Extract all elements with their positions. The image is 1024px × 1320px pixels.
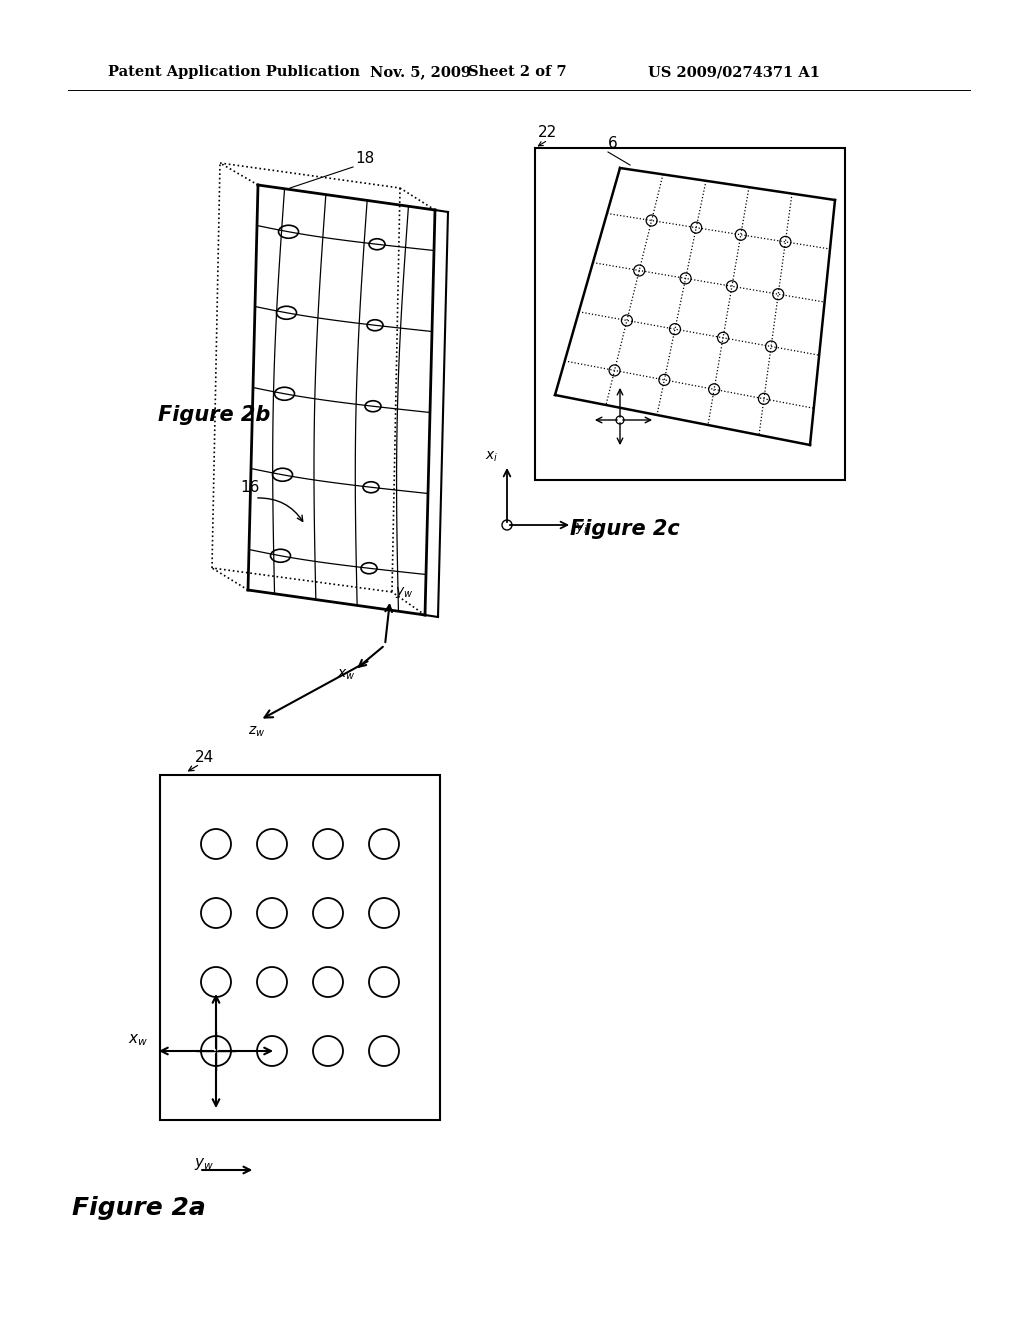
Text: $y_i$: $y_i$ (575, 521, 588, 536)
Text: 6: 6 (608, 136, 617, 150)
Text: Figure 2a: Figure 2a (72, 1196, 206, 1220)
Bar (160, 775, 440, 1119)
Text: Figure 2b: Figure 2b (158, 405, 270, 425)
Text: Patent Application Publication: Patent Application Publication (108, 65, 360, 79)
Text: 22: 22 (538, 125, 557, 140)
Text: $x_w$: $x_w$ (337, 668, 355, 682)
Text: Nov. 5, 2009: Nov. 5, 2009 (370, 65, 471, 79)
Text: $x_i$: $x_i$ (485, 450, 499, 465)
Text: Figure 2c: Figure 2c (570, 519, 680, 539)
Text: 24: 24 (195, 750, 214, 766)
Text: 16: 16 (240, 480, 259, 495)
Text: $x_w$: $x_w$ (128, 1032, 148, 1048)
Text: $y_w$: $y_w$ (195, 1156, 214, 1172)
Text: $y_w$: $y_w$ (395, 585, 414, 601)
Bar (535, 148, 845, 480)
Text: US 2009/0274371 A1: US 2009/0274371 A1 (648, 65, 820, 79)
Text: 18: 18 (355, 150, 374, 166)
Text: Sheet 2 of 7: Sheet 2 of 7 (468, 65, 566, 79)
Text: $z_w$: $z_w$ (248, 725, 265, 739)
